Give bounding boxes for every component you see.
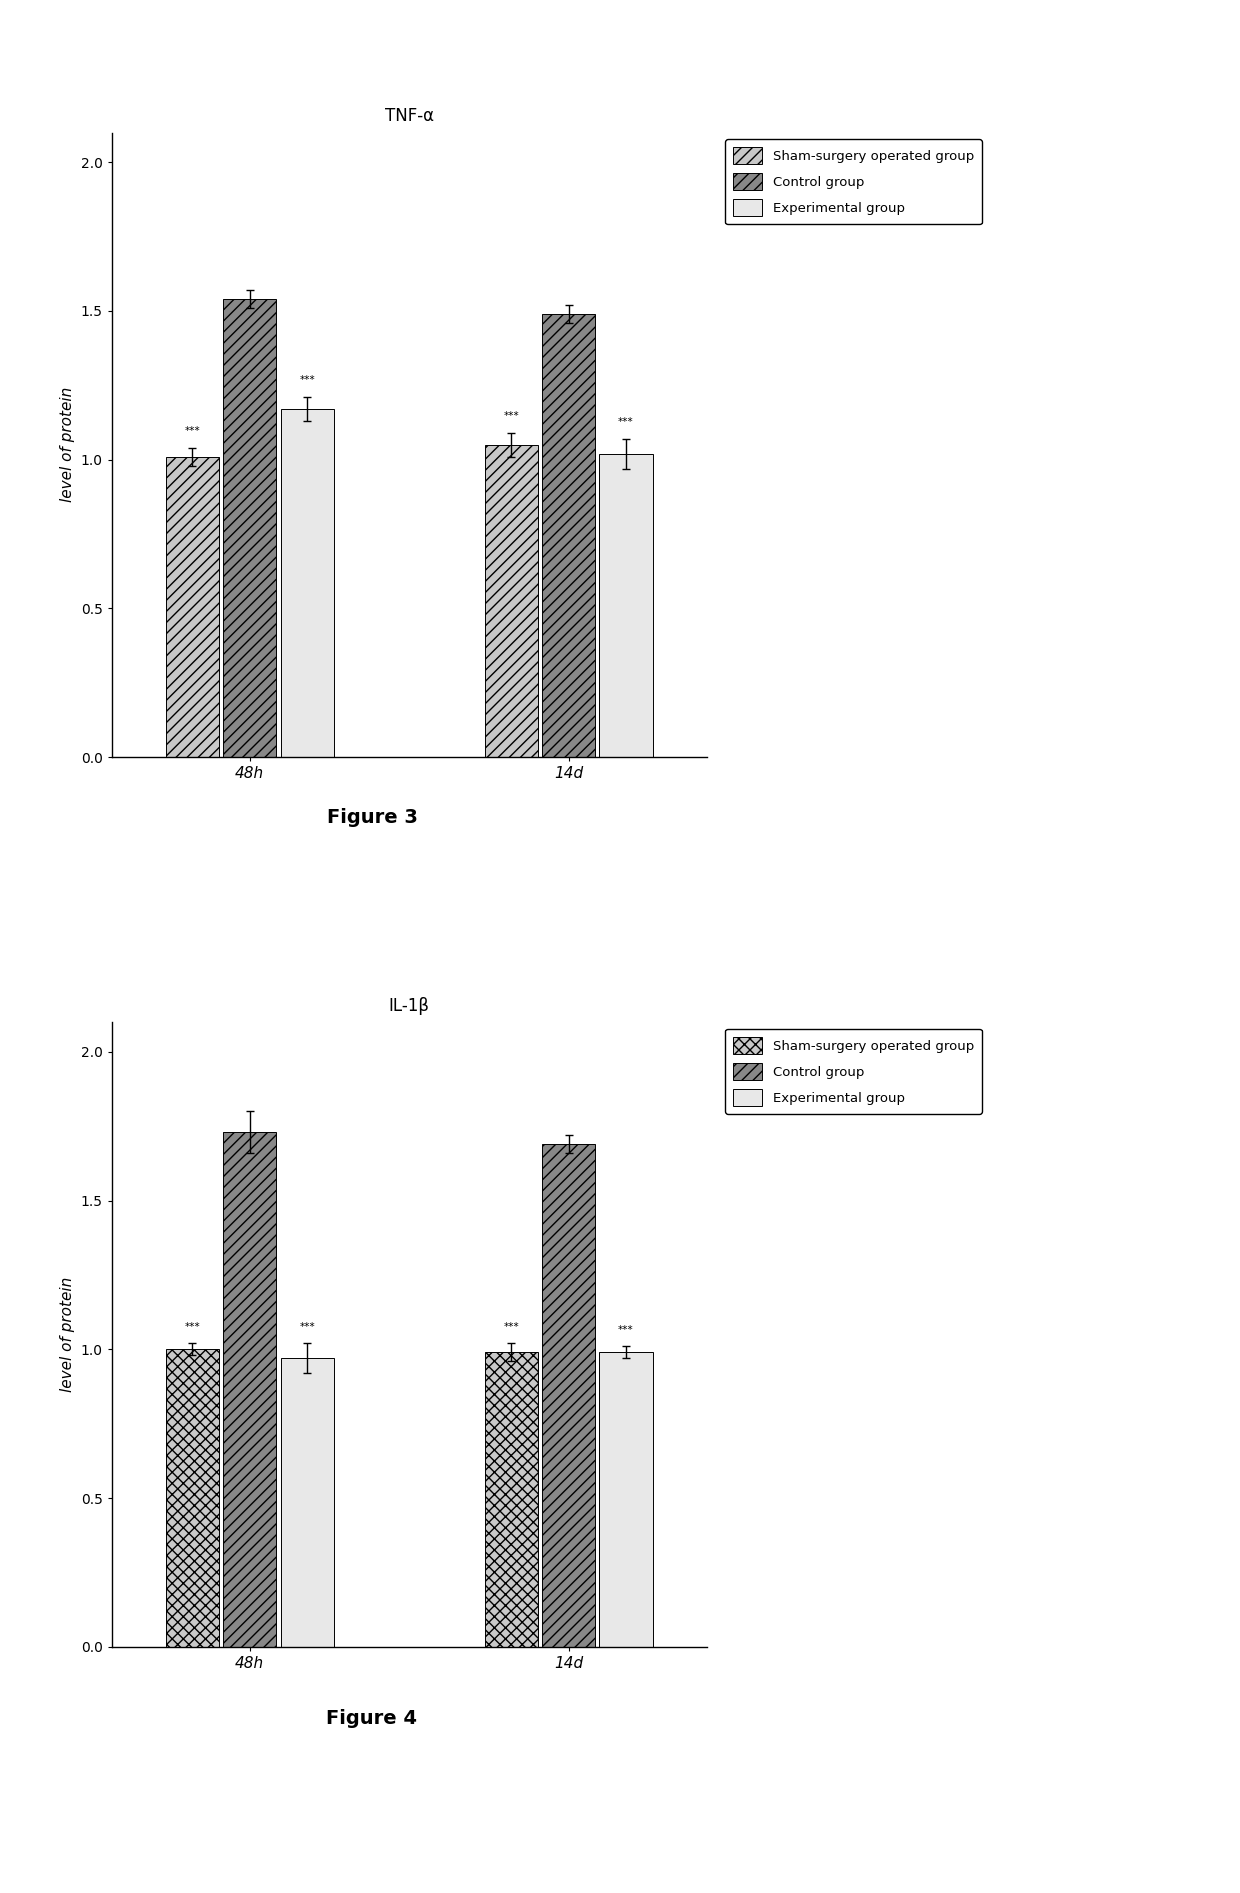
Bar [599,1352,652,1647]
Y-axis label: level of protein: level of protein [60,388,74,502]
Text: Figure 4: Figure 4 [326,1709,418,1728]
Bar [280,409,334,757]
Text: ***: *** [503,411,520,420]
Bar [599,454,652,757]
Title: IL-1β: IL-1β [388,998,430,1015]
Legend: Sham-surgery operated group, Control group, Experimental group: Sham-surgery operated group, Control gro… [725,1028,982,1113]
Text: ***: *** [185,426,200,435]
Title: TNF-α: TNF-α [384,108,434,125]
Text: Figure 3: Figure 3 [326,808,418,827]
Text: ***: *** [619,416,634,428]
Bar [542,1143,595,1647]
Y-axis label: level of protein: level of protein [60,1278,74,1391]
Bar [223,299,277,757]
Text: ***: *** [299,1321,315,1331]
Text: ***: *** [619,1325,634,1335]
Text: ***: *** [185,1321,200,1331]
Legend: Sham-surgery operated group, Control group, Experimental group: Sham-surgery operated group, Control gro… [725,138,982,223]
Bar [485,1352,538,1647]
Bar [485,445,538,757]
Bar [542,314,595,757]
Bar [223,1132,277,1647]
Bar [166,456,219,757]
Bar [166,1350,219,1647]
Text: ***: *** [503,1321,520,1331]
Text: ***: *** [299,375,315,386]
Bar [280,1359,334,1647]
